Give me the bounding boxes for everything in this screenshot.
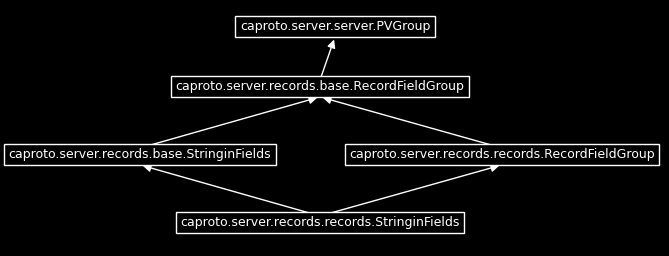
- Text: caproto.server.records.base.StringinFields: caproto.server.records.base.StringinFiel…: [9, 148, 272, 161]
- Text: caproto.server.records.records.RecordFieldGroup: caproto.server.records.records.RecordFie…: [349, 148, 655, 161]
- Text: caproto.server.server.PVGroup: caproto.server.server.PVGroup: [240, 20, 430, 33]
- Text: caproto.server.records.records.StringinFields: caproto.server.records.records.StringinF…: [181, 216, 460, 229]
- Text: caproto.server.records.base.RecordFieldGroup: caproto.server.records.base.RecordFieldG…: [175, 80, 464, 93]
